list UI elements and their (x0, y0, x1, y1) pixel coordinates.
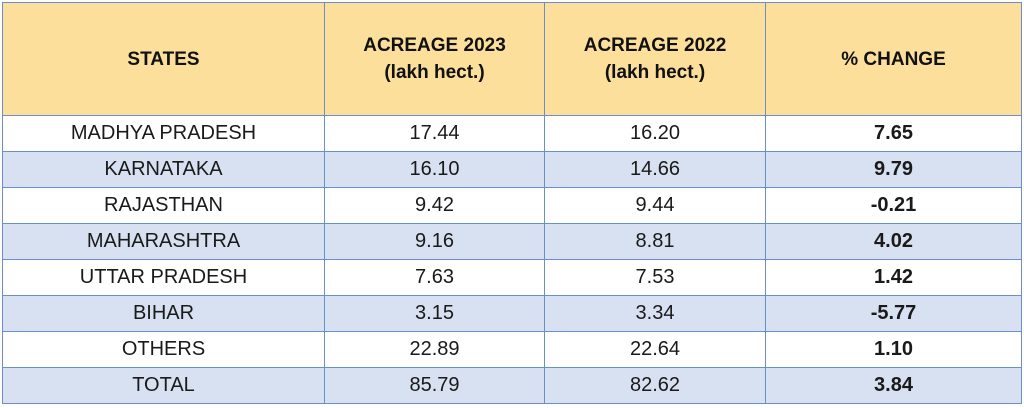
header-percent-change: % CHANGE (765, 2, 1022, 116)
table-row: MADHYA PRADESH 17.44 16.20 7.65 (2, 115, 1022, 152)
cell-acreage-2023: 17.44 (324, 115, 545, 152)
header-acreage-2023: ACREAGE 2023 (lakh hect.) (324, 2, 545, 116)
table-row: BIHAR 3.15 3.34 -5.77 (2, 295, 1022, 332)
cell-acreage-2022: 16.20 (544, 115, 766, 152)
cell-acreage-2023: 7.63 (324, 259, 545, 296)
header-states: STATES (2, 2, 325, 116)
cell-percent-change: 3.84 (765, 367, 1022, 404)
table-row: KARNATAKA 16.10 14.66 9.79 (2, 151, 1022, 188)
cell-state: OTHERS (2, 331, 325, 368)
cell-acreage-2023: 22.89 (324, 331, 545, 368)
cell-state: UTTAR PRADESH (2, 259, 325, 296)
cell-percent-change: 9.79 (765, 151, 1022, 188)
cell-acreage-2023: 9.42 (324, 187, 545, 224)
table-row: UTTAR PRADESH 7.63 7.53 1.42 (2, 259, 1022, 296)
cell-percent-change: -5.77 (765, 295, 1022, 332)
cell-acreage-2023: 16.10 (324, 151, 545, 188)
cell-state: TOTAL (2, 367, 325, 404)
cell-percent-change: 1.10 (765, 331, 1022, 368)
cell-state: MAHARASHTRA (2, 223, 325, 260)
cell-percent-change: -0.21 (765, 187, 1022, 224)
table-row-total: TOTAL 85.79 82.62 3.84 (2, 367, 1022, 404)
cell-state: BIHAR (2, 295, 325, 332)
cell-state: KARNATAKA (2, 151, 325, 188)
table-row: OTHERS 22.89 22.64 1.10 (2, 331, 1022, 368)
header-acreage-2022: ACREAGE 2022 (lakh hect.) (544, 2, 766, 116)
cell-state: MADHYA PRADESH (2, 115, 325, 152)
cell-acreage-2022: 9.44 (544, 187, 766, 224)
cell-acreage-2022: 7.53 (544, 259, 766, 296)
cell-percent-change: 7.65 (765, 115, 1022, 152)
cell-acreage-2022: 22.64 (544, 331, 766, 368)
cell-percent-change: 1.42 (765, 259, 1022, 296)
table-header-row: STATES ACREAGE 2023 (lakh hect.) ACREAGE… (2, 2, 1022, 116)
cell-acreage-2022: 14.66 (544, 151, 766, 188)
cell-state: RAJASTHAN (2, 187, 325, 224)
cell-acreage-2022: 82.62 (544, 367, 766, 404)
table-row: RAJASTHAN 9.42 9.44 -0.21 (2, 187, 1022, 224)
cell-acreage-2023: 85.79 (324, 367, 545, 404)
cell-acreage-2023: 3.15 (324, 295, 545, 332)
cell-acreage-2023: 9.16 (324, 223, 545, 260)
table-row: MAHARASHTRA 9.16 8.81 4.02 (2, 223, 1022, 260)
cell-percent-change: 4.02 (765, 223, 1022, 260)
cell-acreage-2022: 8.81 (544, 223, 766, 260)
cell-acreage-2022: 3.34 (544, 295, 766, 332)
